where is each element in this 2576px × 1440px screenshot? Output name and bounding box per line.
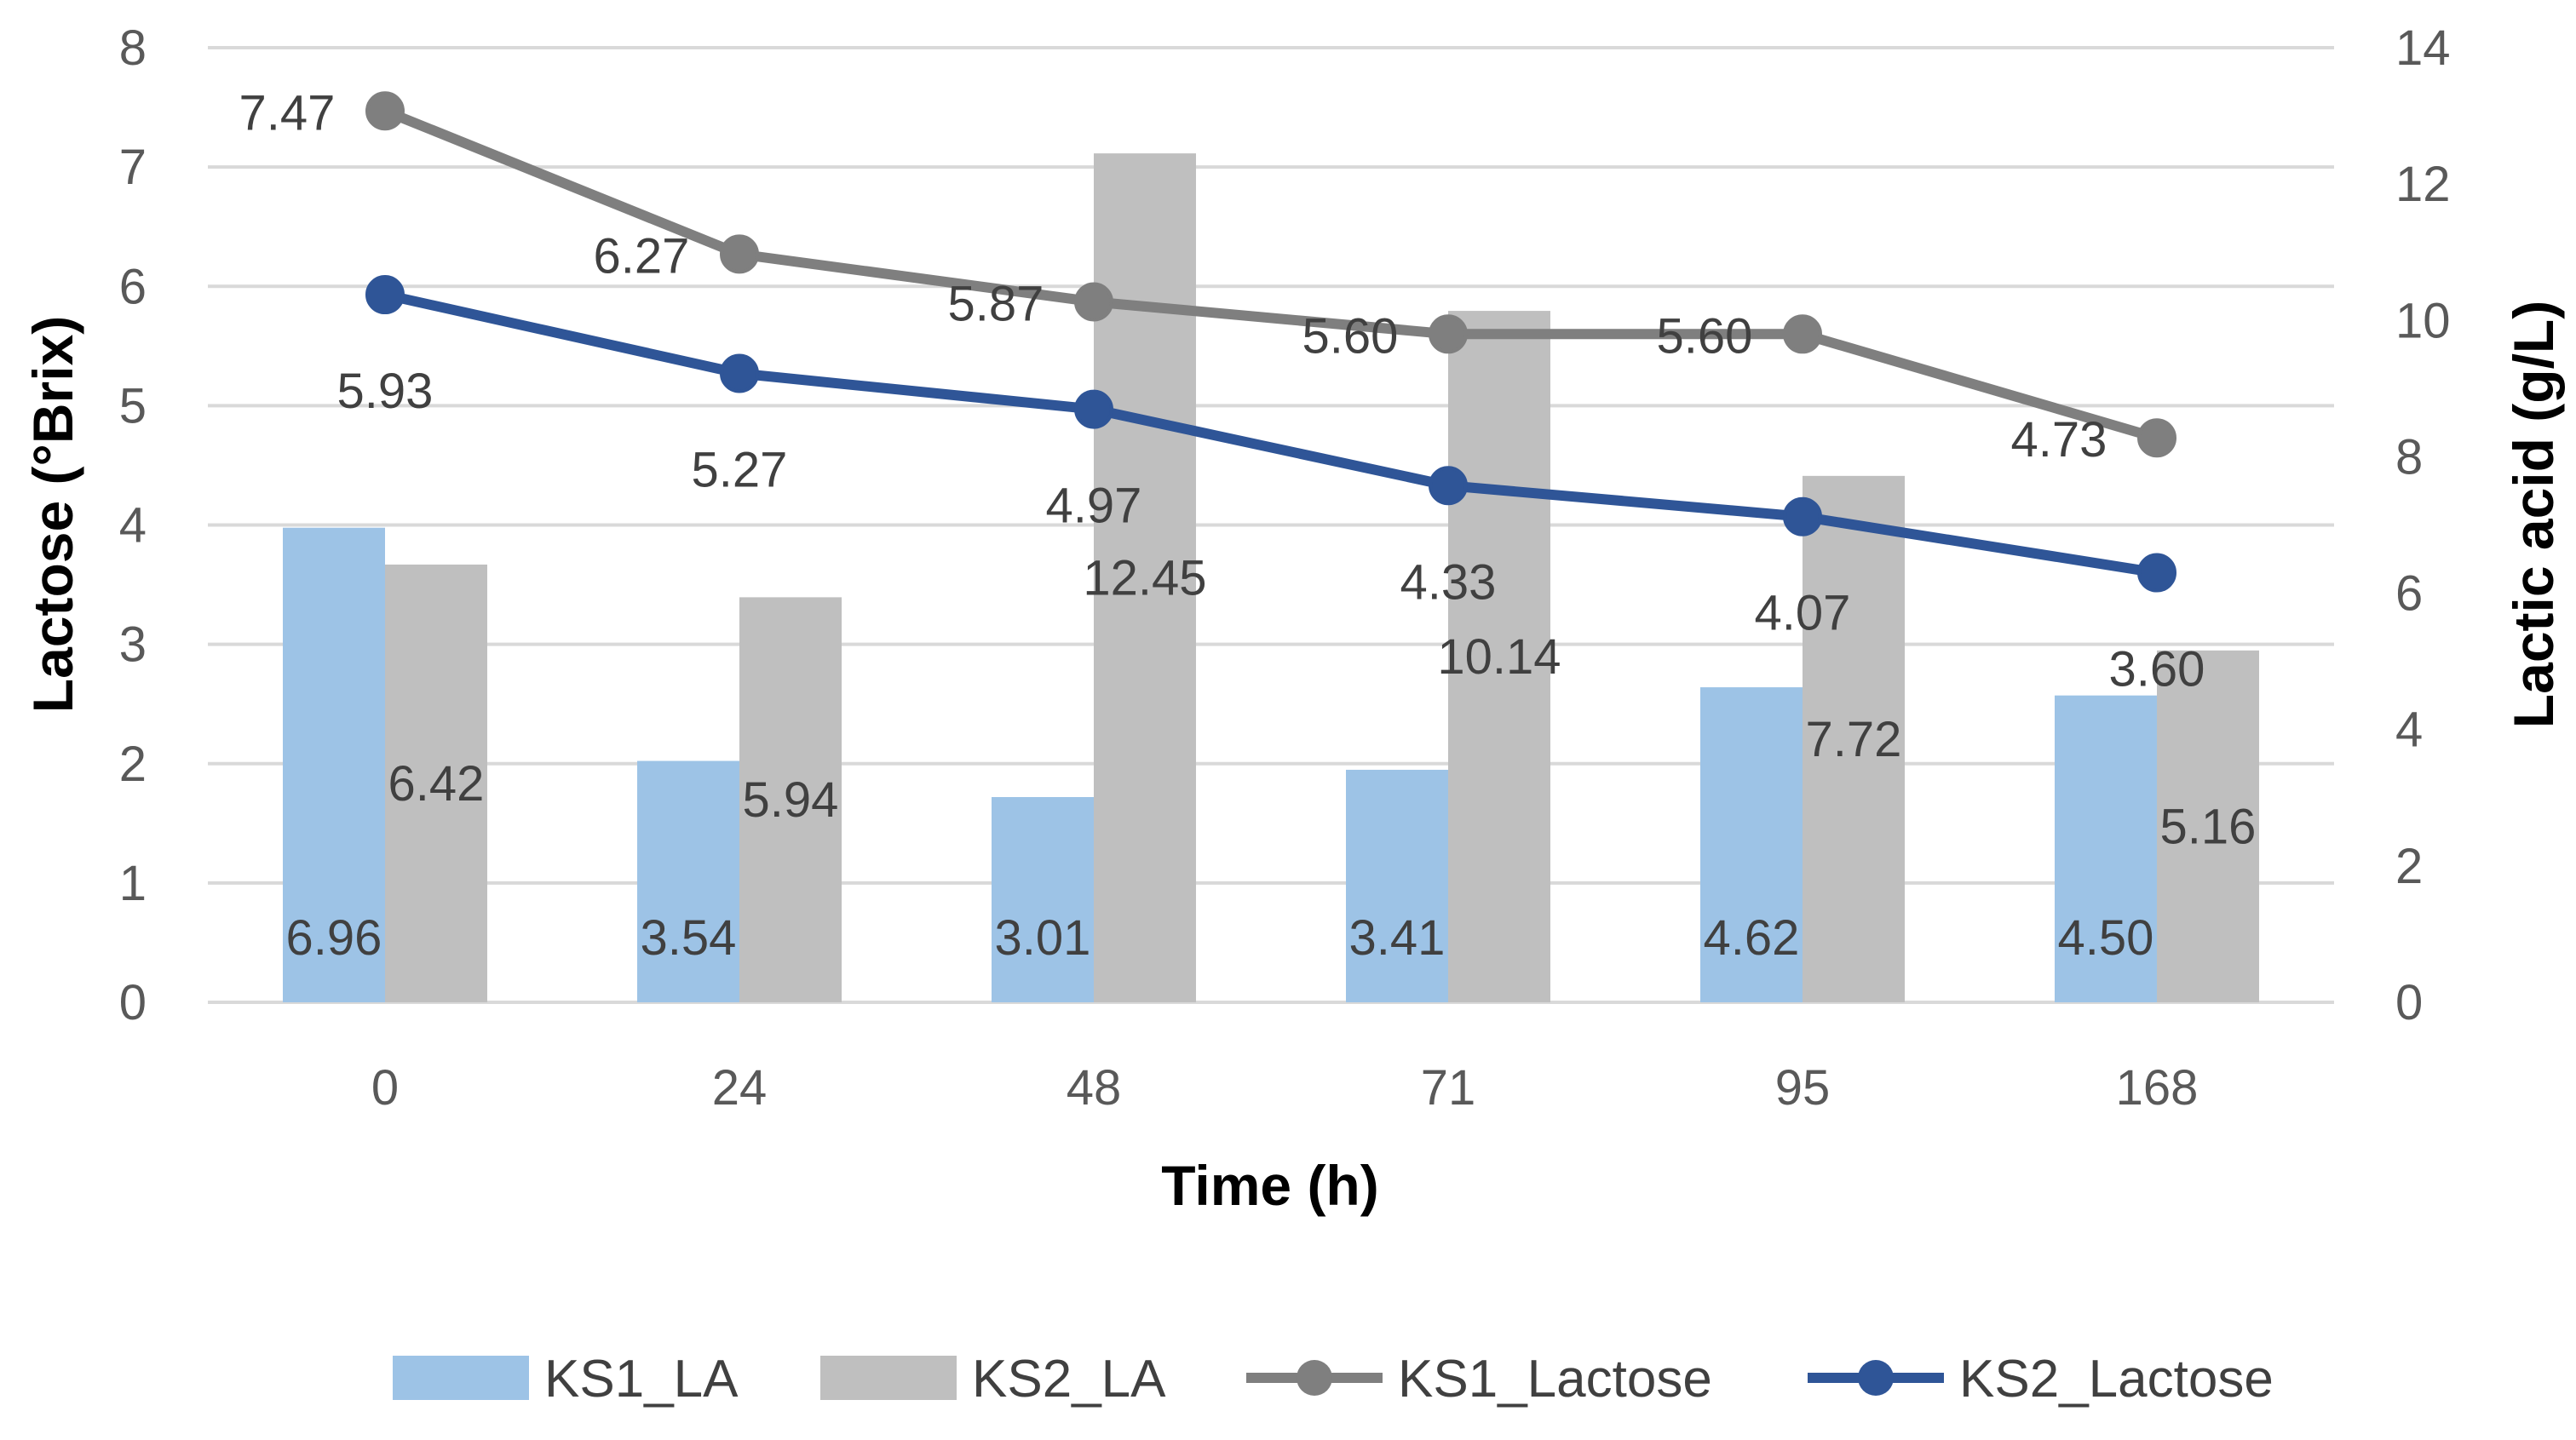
- marker-KS2_Lactose: [720, 353, 759, 393]
- bar-KS1_LA: [637, 760, 739, 1002]
- line-KS2_Lactose: [383, 290, 2158, 578]
- data-label-KS2_Lactose: 5.93: [337, 364, 434, 419]
- data-label-KS1_LA: 6.96: [286, 910, 382, 966]
- data-label-KS1_Lactose: 5.60: [1657, 308, 1753, 364]
- data-label-KS1_LA: 4.62: [1704, 910, 1800, 966]
- marker-KS1_Lactose: [1429, 314, 1468, 354]
- data-label-KS1_LA: 3.41: [1349, 910, 1446, 966]
- data-label-KS2_Lactose: 5.27: [692, 443, 788, 498]
- marker-KS2_Lactose: [2137, 553, 2176, 593]
- bar-KS2_LA: [1803, 475, 1905, 1002]
- data-label-KS2_Lactose: 4.07: [1755, 586, 1851, 641]
- bar-KS1_LA: [1346, 769, 1448, 1002]
- marker-KS2_Lactose: [1429, 466, 1468, 506]
- y2-tick-label: 2: [2395, 839, 2423, 894]
- data-label-KS1_Lactose: 4.73: [2011, 412, 2107, 468]
- bar-KS1_LA: [1700, 687, 1803, 1002]
- y2-tick-label: 4: [2395, 703, 2423, 758]
- y2-tick-label: 6: [2395, 566, 2423, 622]
- y-tick-label: 3: [119, 617, 147, 673]
- line-KS1_Lactose: [382, 106, 2159, 443]
- y-tick-label: 8: [119, 20, 147, 76]
- x-tick-label: 71: [1421, 1060, 1476, 1116]
- y-axis-title: Lactose (°Brix): [21, 316, 84, 714]
- data-label-KS1_LA: 4.50: [2058, 910, 2154, 966]
- y-tick-label: 2: [119, 737, 147, 792]
- marker-KS2_Lactose: [1783, 496, 1822, 536]
- gridlines: [208, 46, 2334, 1004]
- y-tick-label: 4: [119, 498, 147, 554]
- x-tick-label: 48: [1067, 1060, 1122, 1116]
- data-label-KS2_Lactose: 4.97: [1046, 479, 1142, 534]
- x-tick-label: 95: [1775, 1060, 1831, 1116]
- y-tick-label: 7: [119, 140, 147, 195]
- data-label-KS1_Lactose: 5.60: [1302, 308, 1399, 364]
- y2-tick-label: 10: [2395, 293, 2451, 348]
- bar-KS1_LA: [2055, 695, 2157, 1002]
- x-tick-label: 0: [371, 1060, 399, 1116]
- lines: [365, 91, 2176, 593]
- data-label-KS2_Lactose: 3.60: [2109, 642, 2205, 697]
- data-labels: 6.96 3.54 3.01 3.41 4.62 4.50 6.42 5.94 12.45 10.…: [239, 85, 2257, 966]
- data-label-KS1_LA: 3.54: [641, 910, 737, 966]
- data-label-KS1_Lactose: 7.47: [239, 85, 336, 141]
- data-label-KS2_LA: 5.94: [743, 772, 839, 828]
- bar-KS1_LA: [283, 527, 385, 1002]
- bar-KS2_LA: [1448, 311, 1550, 1003]
- legend-swatch: [393, 1356, 529, 1400]
- bar-KS2_LA: [2157, 650, 2259, 1002]
- data-label-KS2_LA: 10.14: [1437, 629, 1561, 685]
- bar-KS2_LA: [385, 564, 487, 1002]
- x-tick-label: 24: [712, 1060, 768, 1116]
- data-label-KS2_Lactose: 4.33: [1400, 554, 1497, 610]
- data-label-KS1_Lactose: 5.87: [948, 276, 1044, 331]
- y2-tick-label: 8: [2395, 429, 2423, 485]
- y2-tick-label: 14: [2395, 20, 2451, 76]
- marker-KS2_Lactose: [365, 275, 405, 315]
- legend-label: KS1_LA: [544, 1350, 739, 1408]
- y2-axis-title: Lactic acid (g/L): [2502, 301, 2565, 728]
- y-tick-label: 0: [119, 975, 147, 1030]
- legend-label: KS2_LA: [972, 1350, 1166, 1408]
- legend: KS1_LA KS2_LA KS1_Lactose KS2_Lactose: [393, 1350, 2274, 1408]
- legend-marker: [1858, 1360, 1894, 1396]
- bars: [283, 153, 2259, 1003]
- y-tick-label: 6: [119, 259, 147, 314]
- y2-tick-label: 0: [2395, 975, 2423, 1030]
- legend-swatch: [820, 1356, 957, 1400]
- y2-tick-label: 12: [2395, 157, 2451, 212]
- bar-KS2_LA: [739, 597, 842, 1002]
- data-label-KS2_LA: 6.42: [388, 756, 485, 812]
- x-tick-label: 168: [2116, 1060, 2199, 1116]
- bar-KS1_LA: [992, 796, 1094, 1002]
- legend-marker: [1297, 1360, 1332, 1396]
- data-label-KS1_LA: 3.01: [995, 910, 1091, 966]
- data-label-KS2_LA: 5.16: [2160, 799, 2257, 854]
- data-label-KS2_LA: 12.45: [1083, 551, 1206, 606]
- marker-KS1_Lactose: [1074, 282, 1113, 322]
- marker-KS2_Lactose: [1074, 389, 1113, 429]
- marker-KS1_Lactose: [365, 91, 405, 131]
- x-axis-title: Time (h): [1161, 1154, 1378, 1217]
- marker-KS1_Lactose: [1783, 314, 1822, 354]
- axes: Time (h) Lactose (°Brix) Lactic acid (g/…: [21, 20, 2565, 1217]
- legend-label: KS2_Lactose: [1959, 1350, 2274, 1408]
- data-label-KS2_LA: 7.72: [1806, 712, 1902, 767]
- marker-KS1_Lactose: [2137, 418, 2176, 458]
- data-label-KS1_Lactose: 6.27: [594, 228, 690, 284]
- y-tick-label: 1: [119, 856, 147, 911]
- legend-label: KS1_Lactose: [1398, 1350, 1712, 1408]
- y-tick-label: 5: [119, 378, 147, 433]
- marker-KS1_Lactose: [720, 234, 759, 274]
